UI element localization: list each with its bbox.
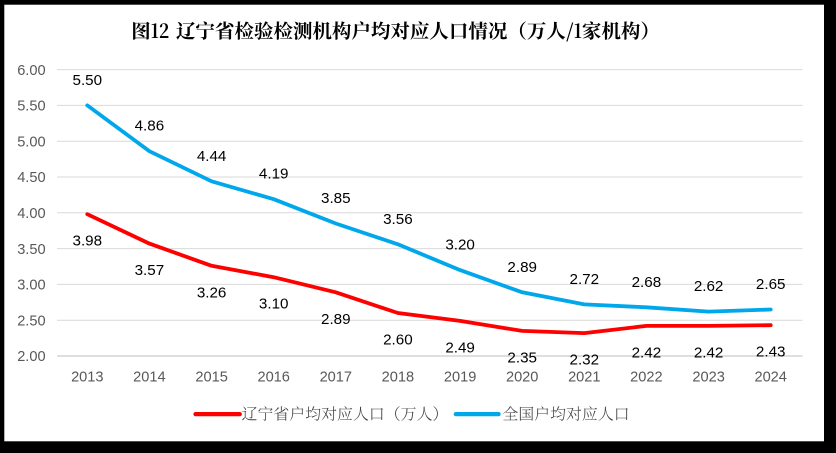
svg-text:2.49: 2.49 — [445, 339, 475, 356]
svg-text:2.89: 2.89 — [507, 259, 537, 276]
svg-text:3.57: 3.57 — [135, 262, 165, 279]
svg-text:3.85: 3.85 — [321, 190, 351, 207]
svg-text:2017: 2017 — [320, 369, 352, 385]
svg-text:4.19: 4.19 — [259, 166, 289, 183]
svg-text:3.20: 3.20 — [445, 237, 475, 254]
svg-text:2016: 2016 — [257, 369, 289, 385]
svg-text:2.43: 2.43 — [756, 344, 786, 361]
svg-text:4.00: 4.00 — [17, 206, 45, 222]
svg-text:2020: 2020 — [506, 369, 538, 385]
svg-text:3.10: 3.10 — [259, 296, 289, 313]
svg-text:4.44: 4.44 — [197, 148, 227, 165]
svg-text:2.72: 2.72 — [570, 271, 600, 288]
svg-text:2018: 2018 — [382, 369, 414, 385]
svg-text:2024: 2024 — [754, 369, 786, 385]
svg-text:2.32: 2.32 — [570, 352, 600, 369]
svg-text:2.89: 2.89 — [321, 311, 351, 328]
svg-text:2.42: 2.42 — [632, 344, 662, 361]
svg-text:6.00: 6.00 — [17, 63, 45, 79]
svg-text:3.50: 3.50 — [17, 242, 45, 258]
svg-text:2014: 2014 — [133, 369, 165, 385]
svg-text:2015: 2015 — [195, 369, 227, 385]
svg-text:3.98: 3.98 — [73, 233, 103, 250]
svg-text:2.60: 2.60 — [383, 332, 413, 349]
svg-text:2022: 2022 — [630, 369, 662, 385]
svg-text:3.56: 3.56 — [383, 211, 413, 228]
svg-text:2.35: 2.35 — [507, 349, 537, 366]
svg-text:2021: 2021 — [568, 369, 600, 385]
svg-text:5.50: 5.50 — [73, 72, 103, 89]
svg-text:2.42: 2.42 — [694, 344, 724, 361]
svg-text:2.62: 2.62 — [694, 278, 724, 295]
svg-text:3.00: 3.00 — [17, 278, 45, 294]
svg-text:4.86: 4.86 — [135, 118, 165, 135]
svg-text:2019: 2019 — [444, 369, 476, 385]
svg-text:3.26: 3.26 — [197, 284, 227, 301]
svg-text:2023: 2023 — [692, 369, 724, 385]
svg-text:2.68: 2.68 — [632, 274, 662, 291]
svg-text:4.50: 4.50 — [17, 170, 45, 186]
svg-text:2.00: 2.00 — [17, 349, 45, 365]
svg-text:2.50: 2.50 — [17, 313, 45, 329]
svg-text:5.50: 5.50 — [17, 99, 45, 115]
svg-text:5.00: 5.00 — [17, 134, 45, 150]
svg-text:2013: 2013 — [71, 369, 103, 385]
svg-text:2.65: 2.65 — [756, 276, 786, 293]
